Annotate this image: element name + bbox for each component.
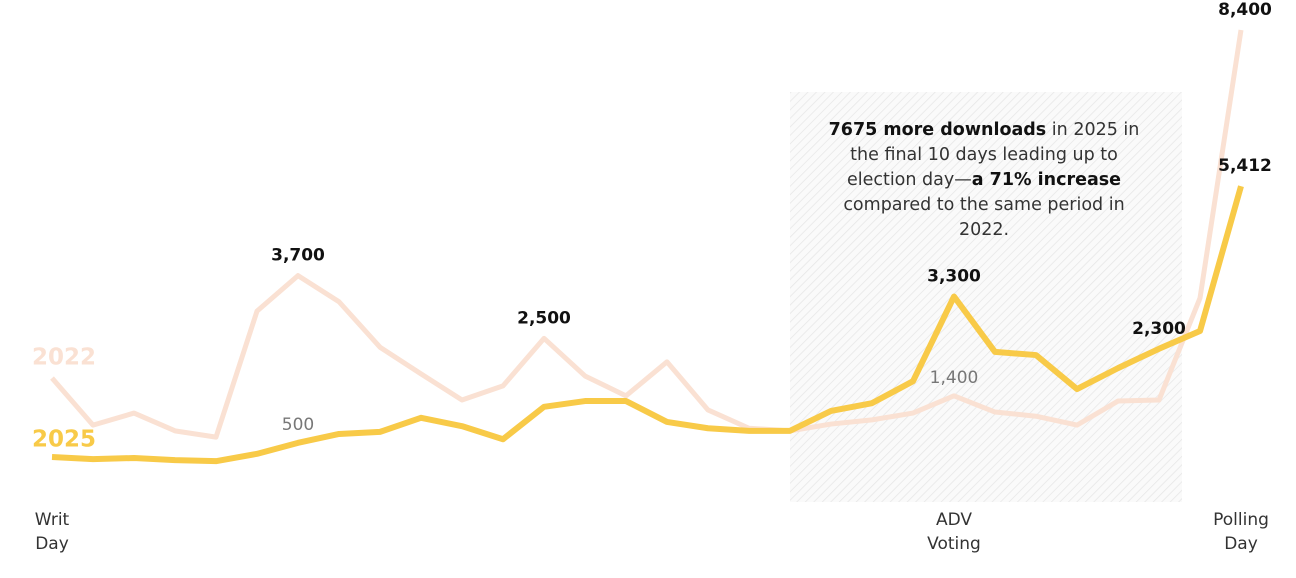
legend-label: 2025 bbox=[32, 427, 96, 453]
annotation-text: compared to the same period in 2022. bbox=[843, 195, 1125, 240]
data-label: 2,300 bbox=[1132, 319, 1186, 339]
x-tick-label: Writ Day bbox=[34, 510, 70, 554]
annotation-text: in 2025 in the final 10 days leading up … bbox=[846, 120, 1140, 190]
data-label: 1,400 bbox=[930, 368, 979, 388]
data-label: 2,500 bbox=[517, 308, 571, 328]
x-tick-label: ADV Voting bbox=[927, 510, 981, 554]
data-label: 500 bbox=[282, 415, 314, 435]
legend-label: 2022 bbox=[32, 345, 96, 371]
series-line bbox=[51, 185, 1244, 465]
annotation-text: 7675 more downloads bbox=[828, 120, 1047, 140]
annotation-text: a 71% increase bbox=[971, 170, 1122, 190]
x-tick-label: Polling Day bbox=[1213, 510, 1269, 554]
data-label: 8,400 bbox=[1218, 0, 1272, 20]
data-label: 3,700 bbox=[271, 246, 325, 266]
highlight-region bbox=[790, 92, 1182, 502]
data-label: 5,412 bbox=[1218, 156, 1272, 176]
data-label: 3,300 bbox=[927, 267, 981, 287]
annotation: 7675 more downloads in 2025 in the final… bbox=[818, 118, 1150, 243]
series-line bbox=[50, 29, 1244, 440]
